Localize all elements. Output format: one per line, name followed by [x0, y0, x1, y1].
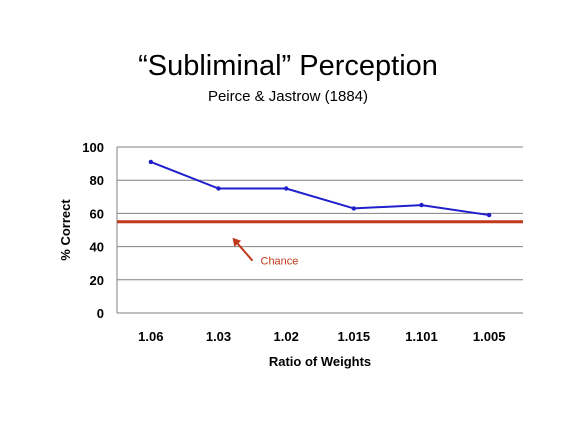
x-tick-label-0: 1.06	[138, 329, 163, 344]
chance-annotation: Chance	[232, 237, 299, 268]
y-tick-label-40: 40	[90, 240, 104, 255]
y-tick-label-0: 0	[97, 306, 104, 321]
chart-title: “Subliminal” Perception	[138, 50, 438, 82]
chance-label: Chance	[261, 256, 299, 268]
data-point-0-3	[351, 206, 357, 211]
chance-arrow-shaft	[234, 240, 254, 262]
x-tick-label-2: 1.02	[274, 329, 299, 344]
x-tick-label-5: 1.005	[473, 329, 506, 344]
data-point-0-1	[216, 186, 221, 191]
data-point-0-4	[419, 202, 424, 208]
x-tick-label-3: 1.015	[338, 329, 371, 344]
data-point-0-0	[148, 159, 154, 165]
x-tick-labels: 1.06 1.03 1.02 1.015 1.101 1.005	[138, 329, 505, 344]
chart-subtitle: Peirce & Jastrow (1884)	[207, 88, 369, 105]
y-tick-label-80: 80	[90, 173, 104, 188]
series-line-0	[150, 161, 490, 217]
y-tick-label-60: 60	[90, 206, 104, 221]
y-axis-title: % Correct	[58, 199, 73, 261]
gridlines	[117, 146, 523, 281]
y-tick-label-100: 100	[82, 140, 104, 155]
chance-arrow-icon	[232, 237, 242, 247]
x-tick-label-4: 1.101	[405, 329, 438, 344]
x-axis-title: Ratio of Weights	[269, 354, 371, 369]
series	[148, 159, 492, 218]
data-point-0-2	[283, 186, 289, 191]
y-tick-label-20: 20	[90, 273, 104, 288]
x-tick-label-1: 1.03	[206, 329, 231, 344]
data-point-0-5	[486, 212, 492, 218]
y-tick-labels: 0 20 40 60 80 100	[82, 140, 104, 321]
